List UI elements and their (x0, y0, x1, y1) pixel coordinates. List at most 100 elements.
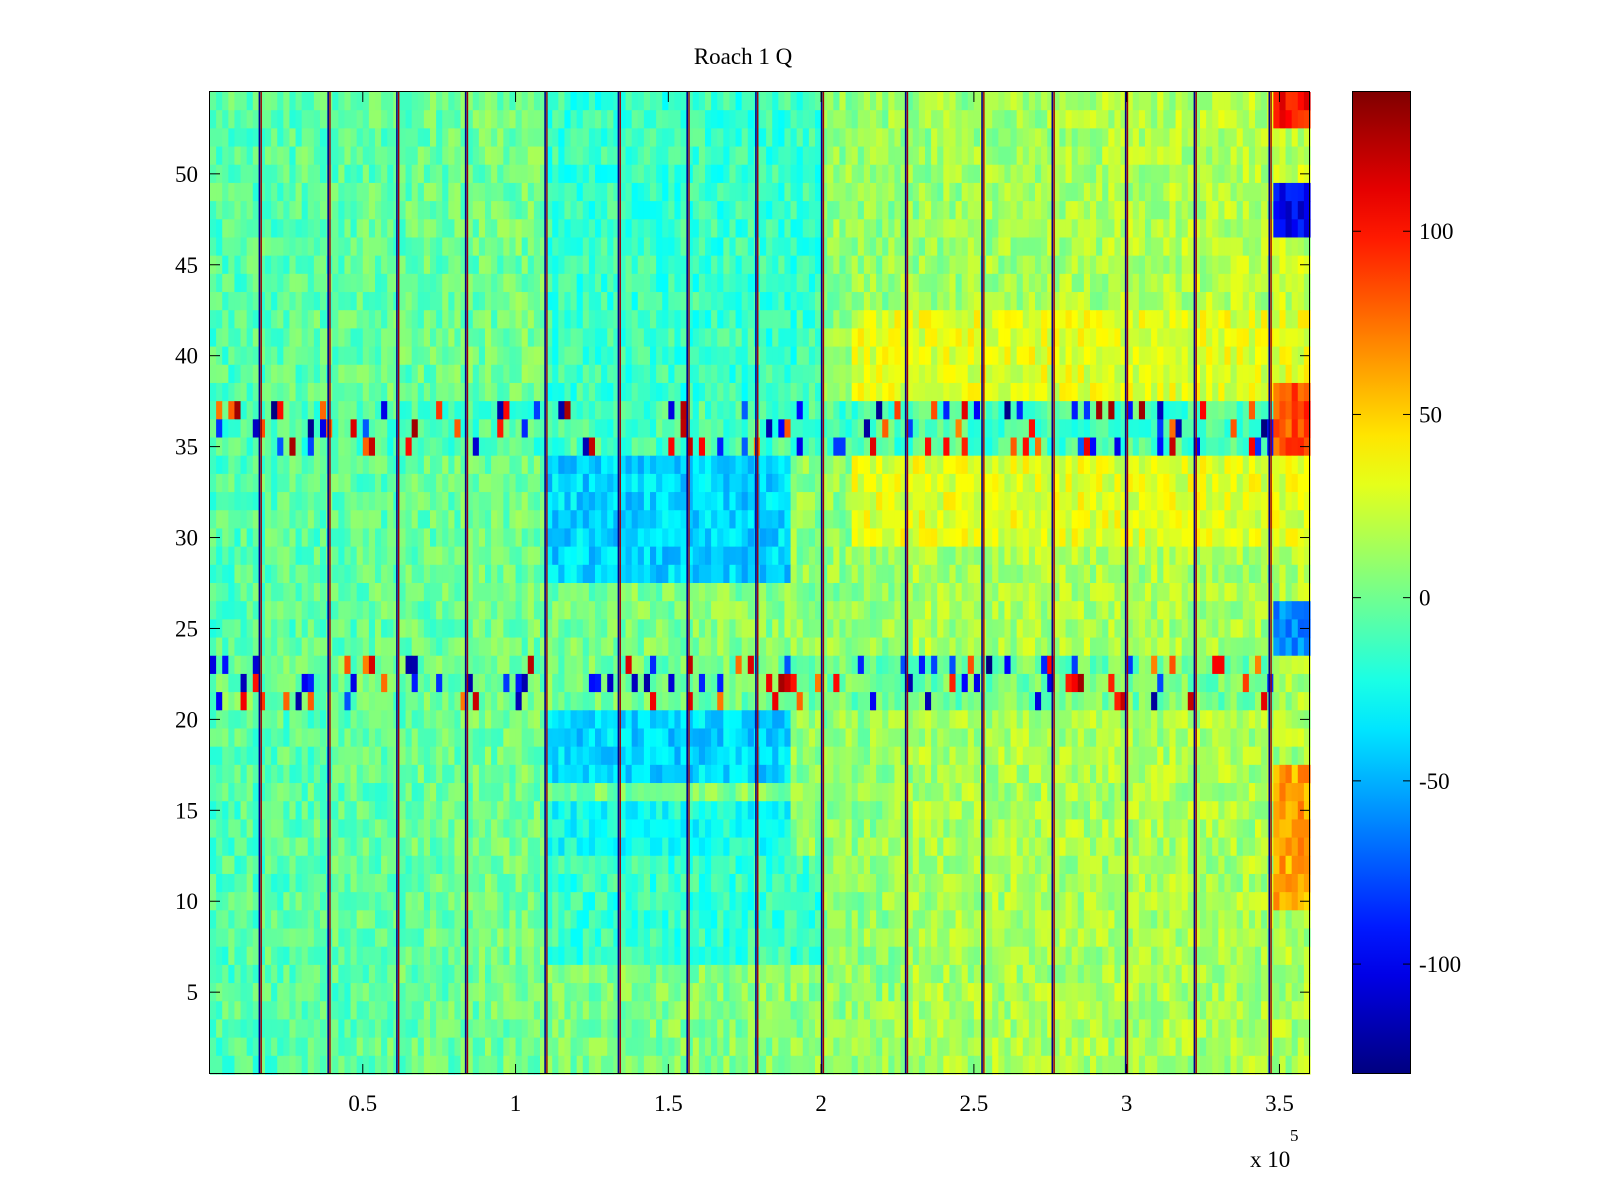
heatmap-cell (1255, 273, 1262, 293)
heatmap-cell (796, 528, 804, 548)
heatmap-cell (265, 346, 272, 366)
heatmap-cell (595, 110, 602, 129)
heatmap-cell (503, 128, 511, 148)
heatmap-cell (313, 219, 321, 239)
heatmap-cell (1126, 201, 1134, 220)
heatmap-cell (1126, 237, 1134, 257)
heatmap-cell (228, 473, 236, 493)
heatmap-cell (839, 382, 847, 402)
heatmap-cell (747, 455, 755, 475)
heatmap-cell (986, 201, 993, 220)
heatmap-cell (680, 364, 688, 384)
heatmap-cell (772, 401, 779, 420)
heatmap-cell (515, 401, 523, 420)
heatmap-cell (1059, 255, 1067, 275)
heatmap-cell (796, 492, 804, 511)
heatmap-cell (350, 492, 358, 511)
heatmap-cell (1291, 128, 1299, 148)
heatmap-cell (815, 237, 822, 257)
heatmap-cell (338, 255, 346, 275)
heatmap-cell (674, 128, 682, 148)
heatmap-cell (723, 473, 731, 493)
heatmap-cell (454, 401, 462, 420)
heatmap-cell (747, 492, 755, 511)
heatmap-cell (564, 201, 572, 220)
heatmap-cell (1071, 255, 1079, 275)
heatmap-cell (576, 328, 584, 348)
heatmap-cell (650, 92, 657, 111)
heatmap-cell (1285, 146, 1293, 166)
heatmap-cell (1041, 546, 1048, 566)
heatmap-cell (405, 273, 413, 293)
heatmap-cell (491, 583, 498, 602)
heatmap-cell (637, 182, 645, 202)
heatmap-cell (521, 237, 529, 257)
heatmap-cell (925, 419, 932, 439)
heatmap-cell (870, 237, 877, 257)
heatmap-cell (851, 164, 859, 184)
heatmap-cell (845, 182, 853, 202)
heatmap-cell (436, 528, 443, 548)
heatmap-cell (417, 164, 425, 184)
heatmap-cell (1181, 473, 1189, 493)
heatmap-cell (301, 528, 309, 548)
heatmap-cell (1273, 219, 1281, 239)
heatmap-cell (992, 564, 999, 584)
heatmap-cell (821, 564, 828, 584)
heatmap-cell (607, 92, 614, 111)
heatmap-cell (485, 310, 492, 330)
heatmap-cell (1200, 255, 1207, 275)
heatmap-cell (1206, 473, 1213, 493)
heatmap-cell (405, 455, 413, 475)
heatmap-cell (491, 182, 498, 202)
heatmap-cell (1138, 164, 1146, 184)
heatmap-cell (607, 528, 614, 548)
heatmap-cell (271, 128, 278, 148)
heatmap-cell (442, 273, 449, 293)
heatmap-cell (961, 92, 969, 111)
heatmap-cell (1279, 164, 1287, 184)
heatmap-cell (307, 164, 315, 184)
heatmap-cell (283, 437, 291, 457)
heatmap-cell (417, 237, 425, 257)
heatmap-cell (1169, 164, 1177, 184)
heatmap-cell (949, 164, 957, 184)
heatmap-cell (680, 419, 688, 439)
heatmap-cell (1279, 237, 1287, 257)
heatmap-cell (332, 382, 339, 402)
heatmap-cell (1120, 328, 1128, 348)
heatmap-cell (1273, 382, 1281, 402)
heatmap-cell (912, 546, 920, 566)
heatmap-cell (527, 437, 535, 457)
heatmap-cell (637, 292, 645, 311)
heatmap-cell (570, 419, 578, 439)
heatmap-cell (1108, 164, 1116, 184)
heatmap-cell (362, 401, 370, 420)
heatmap-cell (387, 128, 394, 148)
heatmap-cell (723, 92, 731, 111)
heatmap-cell (521, 292, 529, 311)
heatmap-cell (1206, 237, 1213, 257)
heatmap-cell (619, 328, 627, 348)
heatmap-cell (766, 346, 773, 366)
heatmap-cell (546, 255, 553, 275)
heatmap-cell (1157, 310, 1164, 330)
heatmap-cell (356, 146, 364, 166)
heatmap-cell (552, 146, 559, 166)
heatmap-cell (497, 255, 504, 275)
heatmap-cell (1053, 346, 1061, 366)
heatmap-cell (1303, 401, 1311, 420)
heatmap-cell (1053, 473, 1061, 493)
heatmap-cell (998, 273, 1006, 293)
heatmap-cell (1255, 510, 1262, 530)
heatmap-cell (485, 510, 492, 530)
heatmap-cell (698, 401, 706, 420)
heatmap-cell (582, 110, 590, 129)
heatmap-cell (1169, 546, 1177, 566)
heatmap-cell (362, 219, 370, 239)
heatmap-cell (271, 310, 278, 330)
heatmap-cell (637, 492, 645, 511)
heatmap-cell (857, 510, 865, 530)
heatmap-cell (607, 182, 614, 202)
heatmap-cell (521, 401, 529, 420)
